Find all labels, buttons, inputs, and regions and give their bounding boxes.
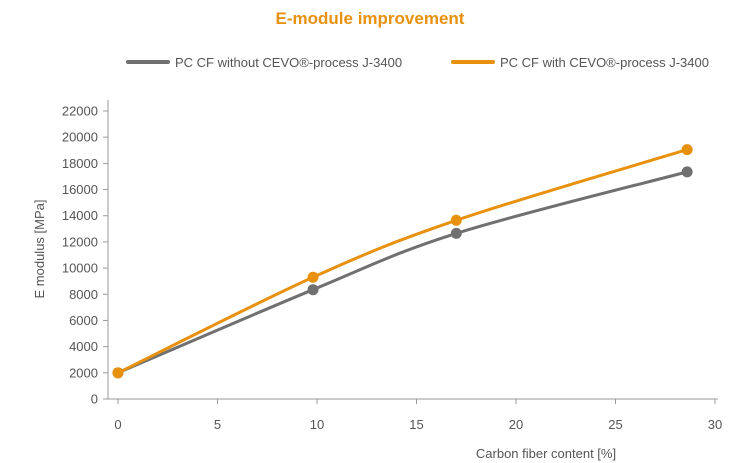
x-tick-label: 15	[409, 417, 423, 432]
y-tick-label: 22000	[62, 104, 98, 119]
y-tick-label: 6000	[69, 313, 98, 328]
legend-label-series-2: PC CF with CEVO®-process J-3400	[500, 55, 709, 70]
chart-title: E-module improvement	[276, 9, 465, 28]
y-tick-label: 4000	[69, 339, 98, 354]
x-ticks: 0 5 10 15 20 25 30	[114, 399, 722, 432]
y-tick-label: 0	[91, 392, 98, 407]
series	[112, 144, 693, 379]
series-line-1	[116, 170, 689, 375]
y-tick-label: 16000	[62, 182, 98, 197]
x-tick-label: 30	[708, 417, 722, 432]
data-point-series-2	[681, 144, 693, 156]
x-tick-label: 25	[608, 417, 622, 432]
x-tick-label: 20	[509, 417, 523, 432]
y-tick-label: 14000	[62, 208, 98, 223]
data-point-series-2	[307, 271, 319, 283]
data-point-series-1	[681, 166, 693, 178]
x-axis-label: Carbon fiber content [%]	[476, 446, 616, 461]
legend-label-series-1: PC CF without CEVO®-process J-3400	[175, 55, 402, 70]
data-point-series-1	[307, 284, 319, 296]
y-tick-label: 18000	[62, 156, 98, 171]
y-ticks: 0 2000 4000 6000 8000 10000 12000 14000 16000 180…	[62, 104, 108, 407]
axes	[107, 100, 718, 400]
data-point-series-1	[450, 227, 462, 239]
y-tick-label: 8000	[69, 287, 98, 302]
x-tick-label: 5	[214, 417, 221, 432]
y-tick-label: 12000	[62, 234, 98, 249]
series-line-2	[116, 148, 689, 375]
y-tick-label: 20000	[62, 130, 98, 145]
y-axis-label: E modulus [MPa]	[32, 200, 47, 299]
legend: PC CF without CEVO®-process J-3400 PC CF…	[126, 55, 709, 70]
x-tick-label: 0	[114, 417, 121, 432]
x-tick-label: 10	[310, 417, 324, 432]
data-point-series-2	[450, 214, 462, 226]
y-tick-label: 2000	[69, 365, 98, 380]
y-tick-label: 10000	[62, 261, 98, 276]
data-point-series-2	[112, 367, 124, 379]
